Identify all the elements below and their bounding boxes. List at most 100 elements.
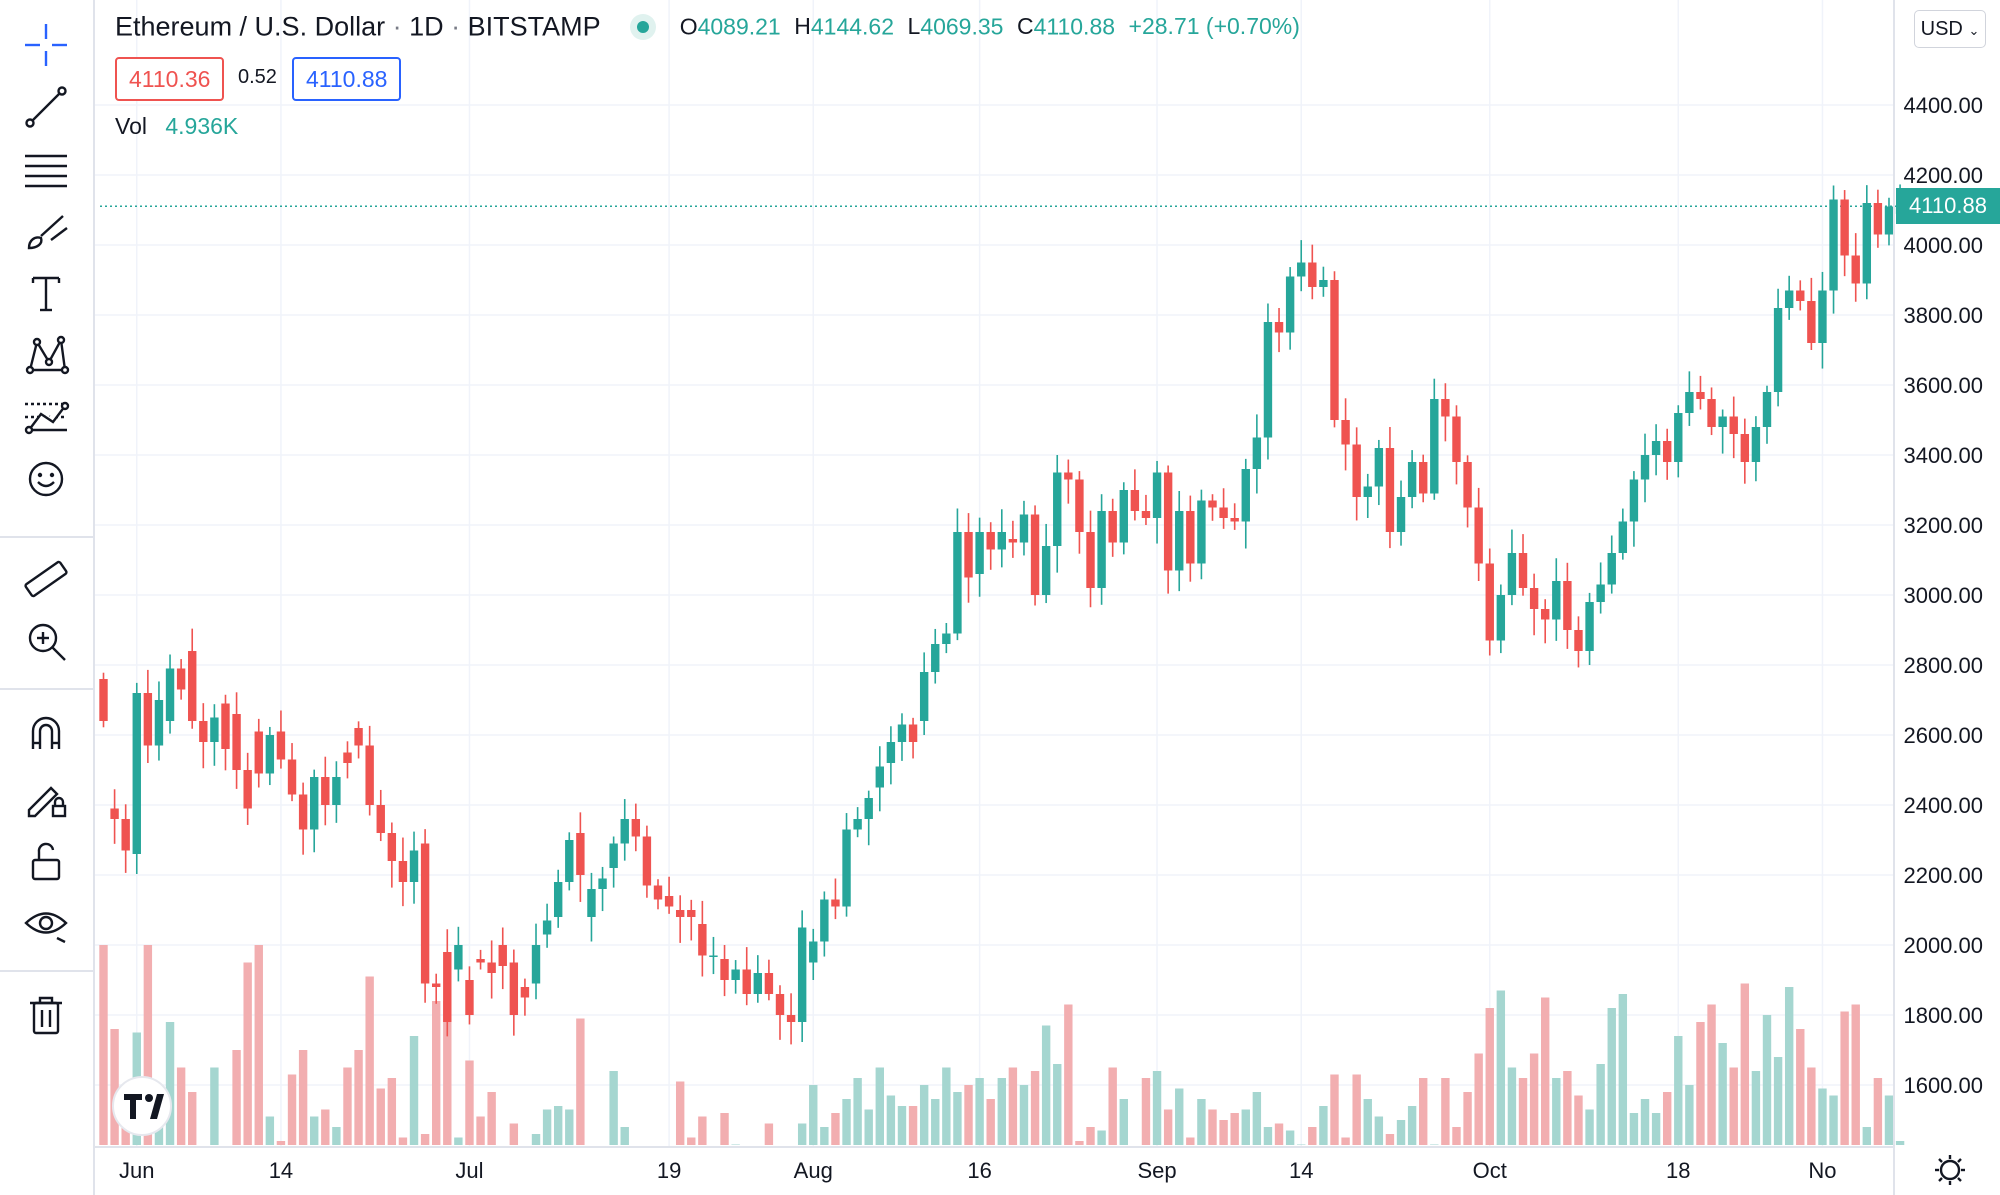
candle <box>1696 375 1705 410</box>
candle <box>1163 465 1173 594</box>
candle <box>975 517 984 597</box>
candle-body <box>1651 441 1661 455</box>
ask-price-box[interactable]: 4110.88 <box>292 57 402 101</box>
candle-body <box>1008 539 1018 543</box>
text-icon[interactable] <box>14 266 78 320</box>
trash-icon[interactable] <box>14 988 78 1042</box>
settings-icon[interactable] <box>1935 1155 1965 1185</box>
candle-body <box>387 833 397 861</box>
candle-body <box>498 945 507 966</box>
candle <box>409 831 419 904</box>
volume-bar <box>509 1123 519 1145</box>
candle-body <box>1541 609 1550 620</box>
candle <box>1507 529 1517 606</box>
candle <box>1829 185 1838 314</box>
exchange-label: BITSTAMP <box>467 11 601 42</box>
candle-body <box>1385 448 1395 532</box>
price-tick-label: 1800.00 <box>1903 1003 1983 1028</box>
volume-bar <box>1352 1074 1361 1145</box>
candle-body <box>1263 322 1273 438</box>
candle-body <box>709 955 718 957</box>
candle <box>343 741 352 779</box>
candle-body <box>454 945 463 970</box>
candle-body <box>176 668 186 690</box>
interval-label[interactable]: 1D <box>409 11 444 42</box>
trend-line-icon[interactable] <box>14 80 78 134</box>
candle-body <box>1274 322 1284 333</box>
volume-bar <box>1186 1137 1195 1145</box>
candle-body <box>986 532 995 550</box>
symbol-name[interactable]: Ethereum / U.S. Dollar <box>115 11 386 42</box>
volume-bar <box>986 1099 995 1145</box>
volume-bar <box>675 1081 685 1145</box>
candle <box>398 837 408 907</box>
candle-body <box>1596 584 1605 602</box>
volume-bar <box>1419 1078 1428 1145</box>
volume-bar <box>908 1106 918 1145</box>
candle <box>1086 510 1095 608</box>
volume-bar <box>1030 1071 1040 1145</box>
candle-body <box>1552 581 1561 620</box>
candle <box>132 682 141 874</box>
time-tick-label: Jun <box>119 1158 154 1183</box>
candle-body <box>720 959 729 980</box>
volume-bar <box>165 1022 175 1145</box>
candle-body <box>1064 472 1073 480</box>
time-tick-label: Oct <box>1473 1158 1507 1183</box>
low-value: 4069.35 <box>920 13 1004 40</box>
candle-body <box>365 745 374 805</box>
candle-body <box>953 532 962 634</box>
volume-bar <box>886 1095 896 1145</box>
unlock-icon[interactable] <box>14 834 78 888</box>
candle <box>1563 562 1572 649</box>
candle <box>764 959 774 1001</box>
fib-retracement-icon[interactable] <box>14 142 78 196</box>
candle <box>653 879 663 910</box>
volume-bar <box>376 1088 385 1145</box>
currency-dropdown[interactable]: USD ⌄ <box>1914 10 1986 48</box>
candle <box>1263 303 1273 460</box>
candle <box>875 746 884 812</box>
tradingview-logo[interactable] <box>112 1076 172 1136</box>
close-value: 4110.88 <box>1033 13 1116 40</box>
candle <box>265 726 275 786</box>
candle <box>210 704 219 766</box>
candle <box>753 955 763 1003</box>
candle <box>1873 189 1883 248</box>
candle <box>664 876 674 914</box>
candle <box>332 761 341 823</box>
candle-body <box>487 962 496 973</box>
emoji-icon[interactable] <box>14 452 78 506</box>
candle-body <box>1618 521 1628 553</box>
brush-icon[interactable] <box>14 204 78 258</box>
candle-body <box>1740 434 1750 462</box>
candle-body <box>509 962 519 1015</box>
volume-bar <box>565 1109 574 1145</box>
volume-bar <box>542 1109 552 1145</box>
candle <box>1862 185 1872 300</box>
zoom-in-icon[interactable] <box>14 614 78 668</box>
bid-price-box[interactable]: 4110.36 <box>115 57 225 101</box>
candle-body <box>1108 511 1117 543</box>
candle-body <box>1396 497 1406 532</box>
volume-bar <box>1319 1106 1328 1145</box>
magnet-icon[interactable] <box>14 705 78 759</box>
candle-body <box>1629 479 1639 522</box>
volume-bar <box>1008 1067 1018 1145</box>
pattern-icon[interactable] <box>14 328 78 382</box>
crosshair-icon[interactable] <box>14 18 78 72</box>
lock-drawing-icon[interactable] <box>14 770 78 824</box>
volume-bar <box>1230 1113 1239 1145</box>
candle <box>110 789 119 844</box>
ruler-icon[interactable] <box>14 552 78 606</box>
open-label: O <box>679 13 698 40</box>
candle-body <box>1674 413 1683 462</box>
candle-body <box>343 752 352 763</box>
candle-body <box>1851 255 1860 284</box>
eye-icon[interactable] <box>14 896 78 950</box>
candle <box>1030 505 1040 606</box>
candle <box>99 672 108 728</box>
candle-body <box>542 920 552 935</box>
prediction-icon[interactable] <box>14 390 78 444</box>
